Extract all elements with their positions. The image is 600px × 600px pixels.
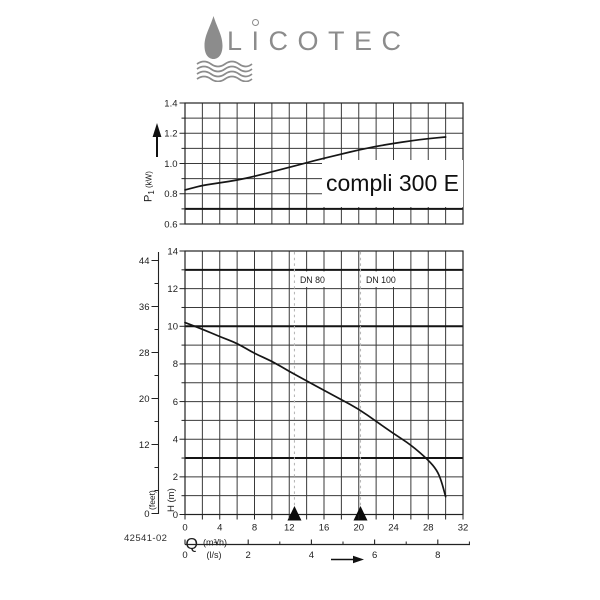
brand-letters-rest: COTEC (268, 26, 411, 56)
svg-text:44: 44 (139, 256, 150, 267)
head-y-axis-label: H (m) (166, 488, 177, 512)
dn80-marker-triangle-icon (287, 506, 302, 521)
svg-text:8: 8 (252, 523, 257, 534)
svg-text:12: 12 (139, 440, 150, 451)
ls-axis-label: (l/s) (207, 550, 222, 560)
head-y-axis: 0 2 4 6 8 10 12 14 (167, 246, 185, 521)
feet-axis: 0 12 20 28 36 44 (feet) (139, 252, 160, 520)
flame-icon (204, 16, 223, 59)
flow-direction-arrow-icon (331, 555, 364, 564)
power-y-axis: 0.6 0.8 1.0 1.2 1.4 (164, 98, 185, 230)
dn100-marker-triangle-icon (353, 506, 368, 521)
svg-text:8: 8 (173, 359, 178, 370)
svg-text:12: 12 (167, 284, 178, 295)
head-grid (185, 251, 463, 515)
svg-text:6: 6 (372, 550, 377, 561)
svg-text:4: 4 (217, 523, 222, 534)
flame-waves-icon (196, 16, 253, 82)
svg-text:0.6: 0.6 (164, 219, 177, 230)
svg-text:0: 0 (182, 550, 187, 561)
svg-text:20: 20 (139, 394, 150, 405)
svg-text:4: 4 (173, 435, 178, 446)
p1-curve (184, 136, 447, 191)
dn80-label: DN 80 (300, 275, 325, 285)
svg-text:(m³/h): (m³/h) (203, 538, 227, 548)
svg-text:0.8: 0.8 (164, 189, 177, 200)
model-label: compli 300 E (322, 160, 463, 207)
waves-icon (196, 60, 253, 82)
svg-text:0: 0 (182, 523, 187, 534)
brand-letter-l: L (227, 26, 252, 56)
svg-text:10: 10 (167, 322, 178, 333)
svg-text:24: 24 (388, 523, 399, 534)
brand-letter-i: I (252, 19, 269, 57)
licotec-logo: LI COTEC (196, 14, 406, 82)
dn100-label: DN 100 (366, 275, 396, 285)
svg-text:0: 0 (144, 509, 149, 520)
svg-text:32: 32 (458, 523, 469, 534)
svg-text:16: 16 (319, 523, 330, 534)
svg-text:28: 28 (423, 523, 434, 534)
svg-text:28: 28 (139, 348, 150, 359)
head-curve (184, 321, 447, 498)
svg-text:12: 12 (284, 523, 295, 534)
drawing-number: 42541-02 (124, 533, 168, 544)
svg-text:1.0: 1.0 (164, 159, 177, 170)
ls-axis: 0 2 4 6 8 (l/s) (182, 539, 470, 561)
svg-text:1.4: 1.4 (164, 98, 177, 109)
svg-text:1.2: 1.2 (164, 129, 177, 140)
brand-name: LI COTEC (227, 19, 411, 57)
ring-dot-icon (252, 19, 260, 26)
svg-text:2: 2 (173, 472, 178, 483)
svg-text:14: 14 (167, 246, 178, 257)
p1-axis-arrow-icon (152, 123, 162, 157)
svg-text:8: 8 (435, 550, 440, 561)
svg-text:20: 20 (353, 523, 364, 534)
svg-text:0: 0 (173, 510, 178, 521)
power-y-axis-label: P1 (kW) (143, 171, 157, 202)
svg-text:4: 4 (309, 550, 314, 561)
svg-text:6: 6 (173, 397, 178, 408)
svg-text:36: 36 (139, 302, 150, 313)
feet-axis-label: (feet) (147, 490, 157, 510)
q-axis: 0 4 8 12 16 20 24 28 32 (182, 514, 469, 534)
svg-text:2: 2 (246, 550, 251, 561)
